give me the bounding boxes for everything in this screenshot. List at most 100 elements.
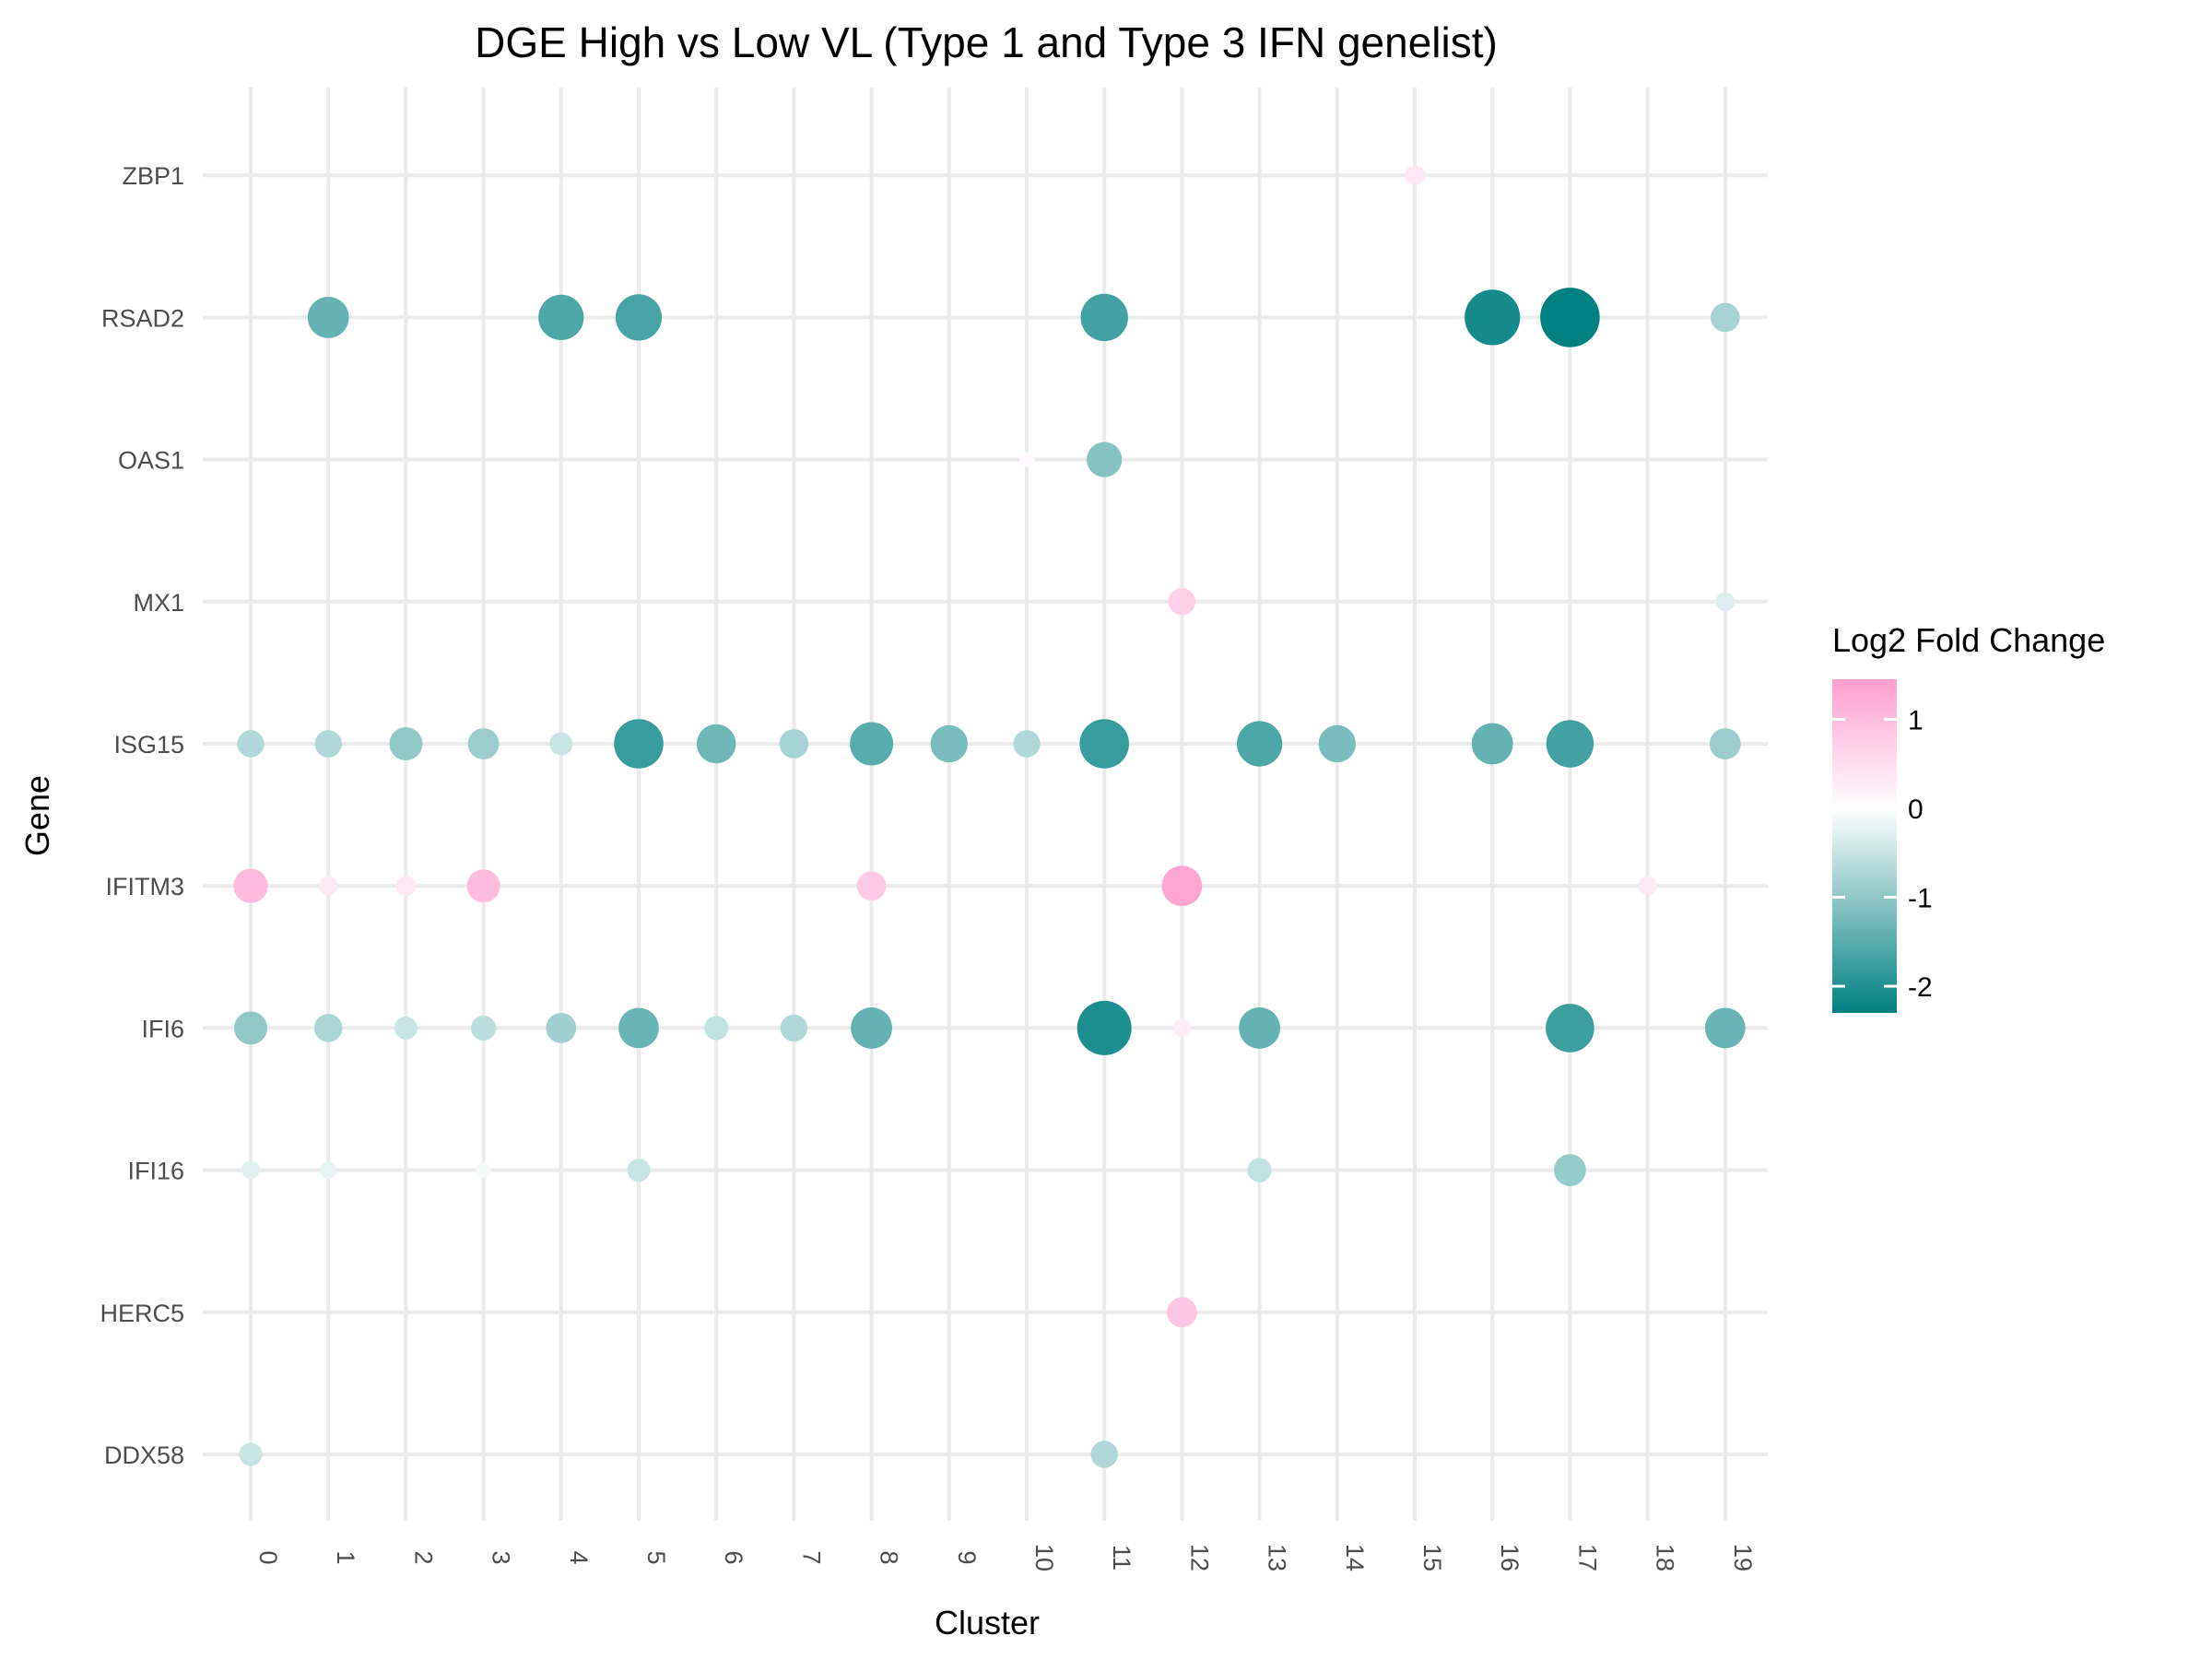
- data-point: [780, 1014, 808, 1042]
- y-tick-label: DDX58: [104, 1441, 184, 1469]
- data-point: [1018, 452, 1035, 467]
- y-tick-label: ISG15: [113, 731, 184, 759]
- x-tick-label: 16: [1496, 1544, 1524, 1571]
- data-point: [538, 294, 584, 340]
- data-point: [614, 719, 664, 769]
- x-tick-label: 14: [1341, 1544, 1369, 1571]
- x-tick-label: 9: [953, 1550, 981, 1564]
- data-point: [467, 728, 500, 759]
- x-tick-label: 11: [1108, 1545, 1135, 1571]
- data-point: [470, 1015, 497, 1041]
- data-point: [1237, 721, 1283, 767]
- data-point: [704, 1016, 729, 1041]
- data-point: [237, 730, 265, 758]
- y-tick-label: HERC5: [100, 1300, 184, 1327]
- data-point: [1405, 165, 1425, 185]
- data-point: [1711, 302, 1740, 333]
- legend-colorbar: [1832, 679, 1897, 1013]
- x-tick-label: 7: [797, 1550, 825, 1564]
- chart-title: DGE High vs Low VL (Type 1 and Type 3 IF…: [475, 18, 1498, 66]
- y-tick-label: IFITM3: [106, 873, 185, 900]
- data-point: [476, 1162, 491, 1178]
- data-point: [1013, 730, 1041, 758]
- data-point: [930, 724, 968, 763]
- data-point: [1465, 289, 1521, 346]
- data-point: [307, 297, 349, 338]
- data-point: [1080, 293, 1128, 342]
- x-tick-label: 4: [565, 1550, 593, 1564]
- x-tick-label: 17: [1573, 1544, 1601, 1571]
- data-point: [549, 732, 573, 756]
- x-tick-label: 0: [254, 1550, 282, 1564]
- legend-tick-label: 0: [1908, 794, 1924, 825]
- data-point: [234, 1011, 267, 1045]
- data-point: [318, 876, 338, 896]
- x-tick-label: 18: [1652, 1544, 1679, 1571]
- legend-ticks: 1 0 -1 -2: [1832, 705, 1933, 1003]
- x-axis-title: Cluster: [935, 1604, 1040, 1641]
- data-point: [1546, 720, 1594, 768]
- x-tick-label: 1: [332, 1550, 359, 1564]
- data-point: [239, 1442, 263, 1466]
- x-tick-label: 10: [1030, 1544, 1058, 1571]
- gridlines: [203, 88, 1768, 1521]
- x-axis-ticks: 0 1 2 3 4 5 6 7 8 9 10 11 12 13 14 15 16 17 18 19: [254, 1544, 1757, 1571]
- data-point: [1709, 728, 1741, 759]
- data-point: [241, 1160, 260, 1180]
- data-point: [696, 724, 736, 764]
- y-tick-label: MX1: [133, 589, 184, 617]
- data-point: [466, 869, 500, 903]
- data-point: [394, 1016, 418, 1040]
- x-tick-label: 5: [642, 1550, 670, 1564]
- data-point: [1167, 1297, 1197, 1328]
- data-point: [1090, 1441, 1118, 1468]
- legend-tick-label: 1: [1908, 705, 1924, 735]
- y-tick-label: RSAD2: [101, 304, 184, 332]
- data-point: [1161, 865, 1203, 907]
- x-tick-label: 19: [1729, 1544, 1757, 1571]
- data-point: [233, 868, 268, 903]
- data-point: [856, 871, 887, 900]
- data-point: [1239, 1007, 1280, 1049]
- data-point: [395, 876, 417, 896]
- x-tick-label: 15: [1418, 1544, 1446, 1571]
- x-tick-label: 13: [1264, 1544, 1291, 1571]
- x-tick-label: 3: [488, 1550, 515, 1564]
- data-point: [615, 294, 663, 341]
- data-point: [627, 1159, 651, 1182]
- data-point: [313, 1014, 343, 1042]
- data-point: [1318, 724, 1357, 763]
- y-tick-label: IFI16: [127, 1158, 184, 1185]
- data-point: [1540, 288, 1600, 347]
- data-point: [1087, 441, 1123, 477]
- data-point: [389, 727, 423, 760]
- x-tick-label: 2: [409, 1550, 437, 1564]
- legend: Log2 Fold Change 1 0 -1 -2: [1832, 621, 2105, 1013]
- data-point: [1168, 588, 1196, 616]
- data-point: [1554, 1154, 1586, 1186]
- data-points: [233, 165, 1746, 1468]
- data-point: [1079, 719, 1129, 769]
- legend-tick-label: -2: [1908, 972, 1933, 1003]
- data-point: [779, 729, 809, 759]
- data-point: [314, 730, 342, 758]
- y-axis-title: Gene: [18, 775, 56, 856]
- legend-title: Log2 Fold Change: [1832, 621, 2105, 659]
- data-point: [1546, 1004, 1594, 1053]
- data-point: [1077, 1000, 1132, 1055]
- y-tick-label: IFI6: [141, 1015, 184, 1042]
- legend-tick-label: -1: [1908, 884, 1933, 914]
- data-point: [1715, 592, 1735, 612]
- data-point: [546, 1013, 577, 1043]
- data-point: [618, 1007, 659, 1049]
- data-point: [320, 1161, 337, 1179]
- data-point: [1247, 1158, 1272, 1182]
- y-tick-label: OAS1: [118, 447, 184, 475]
- data-point: [850, 722, 894, 766]
- x-tick-label: 6: [720, 1550, 747, 1564]
- data-point: [1638, 876, 1657, 896]
- y-axis-ticks: DDX58 HERC5 IFI16 IFI6 IFITM3 ISG15 MX1 OAS1 RSA…: [100, 162, 184, 1469]
- data-point: [1172, 1018, 1192, 1038]
- data-point: [1471, 723, 1513, 765]
